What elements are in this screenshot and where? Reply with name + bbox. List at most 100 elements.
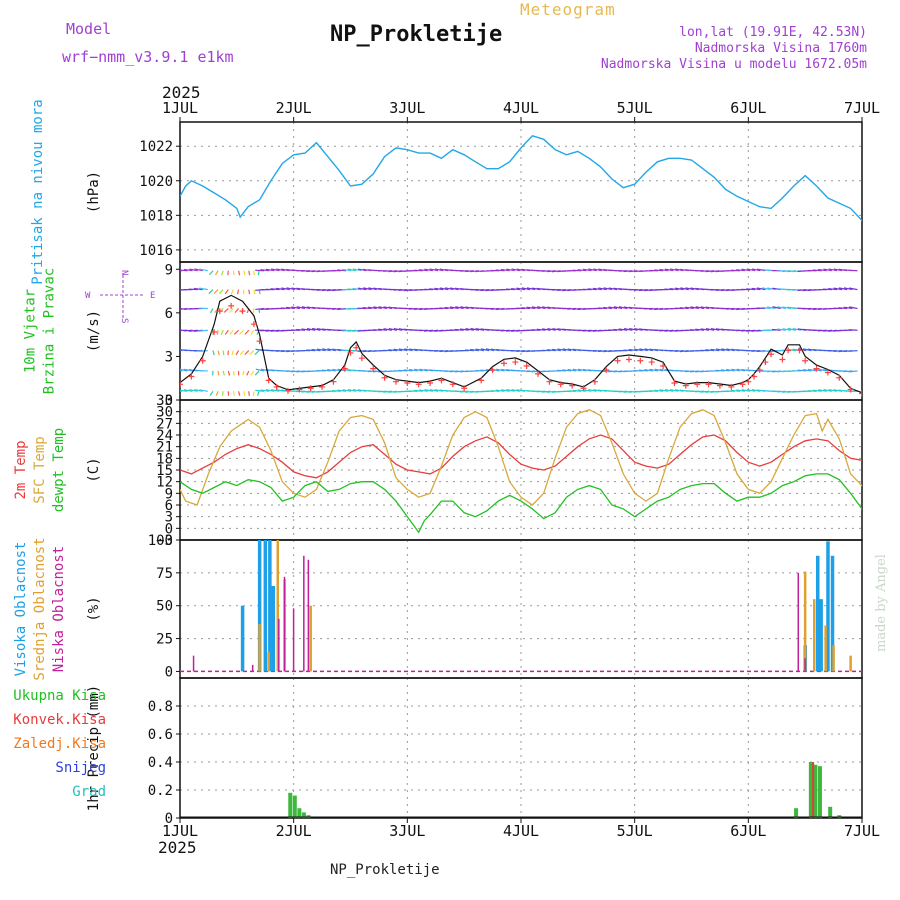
wind-arrow bbox=[215, 391, 219, 396]
y-tick-label: 0 bbox=[165, 664, 173, 680]
wind-arrow bbox=[710, 327, 720, 331]
panel-unit-label: (%) bbox=[86, 596, 102, 621]
wind-gust-marker bbox=[273, 383, 280, 390]
wind-gust-marker bbox=[449, 381, 456, 388]
wind-arrow bbox=[756, 287, 766, 291]
wind-arrow bbox=[180, 368, 188, 372]
wind-gust-marker bbox=[250, 321, 257, 328]
panel-variable-label: 2m Temp bbox=[13, 440, 29, 499]
wind-arrow bbox=[373, 306, 382, 310]
wind-arrow bbox=[470, 327, 480, 331]
y-tick-label: 0 bbox=[165, 393, 173, 409]
wind-arrow bbox=[342, 389, 352, 392]
wind-arrow bbox=[424, 389, 434, 392]
wind-arrow bbox=[603, 287, 613, 291]
wind-arrow bbox=[730, 307, 740, 310]
wind-gust-marker bbox=[756, 366, 763, 373]
wind-gust-marker bbox=[648, 359, 655, 366]
precip-legend-label: Ukupna Kisa bbox=[13, 688, 106, 704]
wind-arrow bbox=[404, 348, 413, 352]
wind-arrow bbox=[235, 350, 240, 356]
wind-arrow bbox=[434, 389, 444, 392]
wind-arrow bbox=[475, 348, 485, 352]
wind-arrow bbox=[787, 348, 797, 352]
wind-gust-marker bbox=[500, 360, 507, 367]
wind-arrow bbox=[557, 328, 567, 331]
wind-arrow bbox=[531, 329, 541, 331]
wind-arrow bbox=[690, 287, 699, 291]
wind-arrow bbox=[409, 348, 418, 352]
wind-arrow bbox=[388, 327, 398, 331]
wind-arrow bbox=[638, 369, 648, 372]
y-tick-label: 1016 bbox=[139, 243, 173, 259]
y-tick-label: −3 bbox=[156, 533, 173, 549]
compass-west: W bbox=[85, 291, 91, 301]
x-tick-label-top: 5JUL bbox=[617, 99, 653, 117]
temp-line-2 bbox=[180, 473, 862, 534]
wind-arrow bbox=[388, 270, 398, 273]
wind-arrow bbox=[490, 390, 500, 392]
wind-arrow bbox=[388, 349, 398, 352]
wind-gust-marker bbox=[347, 349, 354, 356]
cloud-bar bbox=[815, 555, 820, 672]
wind-arrow bbox=[439, 307, 449, 310]
wind-arrow bbox=[772, 306, 781, 310]
wind-arrow bbox=[670, 388, 679, 392]
panel-variable-label: SFC Temp bbox=[32, 436, 48, 503]
wind-gust-marker bbox=[188, 373, 195, 380]
wind-arrow bbox=[414, 368, 423, 372]
wind-arrow bbox=[582, 389, 592, 392]
y-tick-label: 21 bbox=[156, 440, 173, 456]
wind-arrow bbox=[257, 270, 260, 276]
panel-variable-label: Srednja Oblacnost bbox=[32, 537, 48, 680]
wind-arrow bbox=[222, 350, 225, 356]
wind-arrow bbox=[556, 369, 566, 372]
wind-arrow bbox=[597, 307, 607, 310]
wind-arrow bbox=[255, 368, 265, 372]
wind-arrow bbox=[649, 368, 659, 372]
wind-arrow bbox=[217, 350, 220, 356]
y-tick-label: 0.6 bbox=[148, 727, 173, 743]
wind-arrow bbox=[439, 287, 449, 291]
y-tick-label: 33 bbox=[156, 393, 173, 409]
temp-line-1 bbox=[180, 408, 862, 506]
wind-arrow bbox=[654, 269, 664, 272]
wind-arrow bbox=[393, 348, 403, 352]
wind-arrow bbox=[368, 287, 377, 291]
wind-gust-marker bbox=[637, 357, 644, 364]
wind-arrow bbox=[762, 287, 771, 291]
wind-arrow bbox=[598, 268, 607, 272]
wind-arrow bbox=[521, 287, 531, 291]
wind-arrow bbox=[250, 370, 255, 376]
wind-arrow bbox=[813, 368, 822, 372]
wind-gust-marker bbox=[370, 365, 377, 372]
wind-arrow bbox=[180, 269, 188, 272]
wind-arrow bbox=[285, 306, 295, 310]
wind-arrow bbox=[613, 306, 623, 310]
wind-arrow bbox=[243, 391, 246, 396]
wind-arrow bbox=[322, 348, 331, 352]
wind-arrow bbox=[721, 348, 730, 352]
wind-arrow bbox=[357, 268, 367, 272]
wind-arrow bbox=[705, 270, 715, 273]
wind-gust-marker bbox=[535, 370, 542, 377]
wind-arrow bbox=[782, 306, 792, 310]
wind-arrow bbox=[848, 329, 858, 331]
wind-arrow bbox=[531, 287, 541, 291]
wind-arrow bbox=[180, 307, 183, 310]
wind-arrow bbox=[726, 368, 735, 372]
panel-variable-label: Niska Oblacnost bbox=[51, 546, 67, 672]
precip-legend-label: Snijeg bbox=[55, 760, 106, 776]
wind-arrow bbox=[618, 328, 628, 331]
wind-gust-marker bbox=[523, 363, 530, 370]
wind-arrow bbox=[367, 306, 377, 310]
wind-arrow bbox=[250, 329, 255, 335]
precip-bar bbox=[817, 766, 822, 818]
wind-arrow bbox=[777, 306, 786, 310]
wind-arrow bbox=[331, 390, 341, 392]
wind-arrow bbox=[833, 268, 843, 272]
wind-arrow bbox=[746, 288, 756, 291]
wind-arrow bbox=[194, 388, 203, 392]
precip-bar bbox=[301, 812, 306, 818]
wind-arrow bbox=[194, 268, 203, 272]
